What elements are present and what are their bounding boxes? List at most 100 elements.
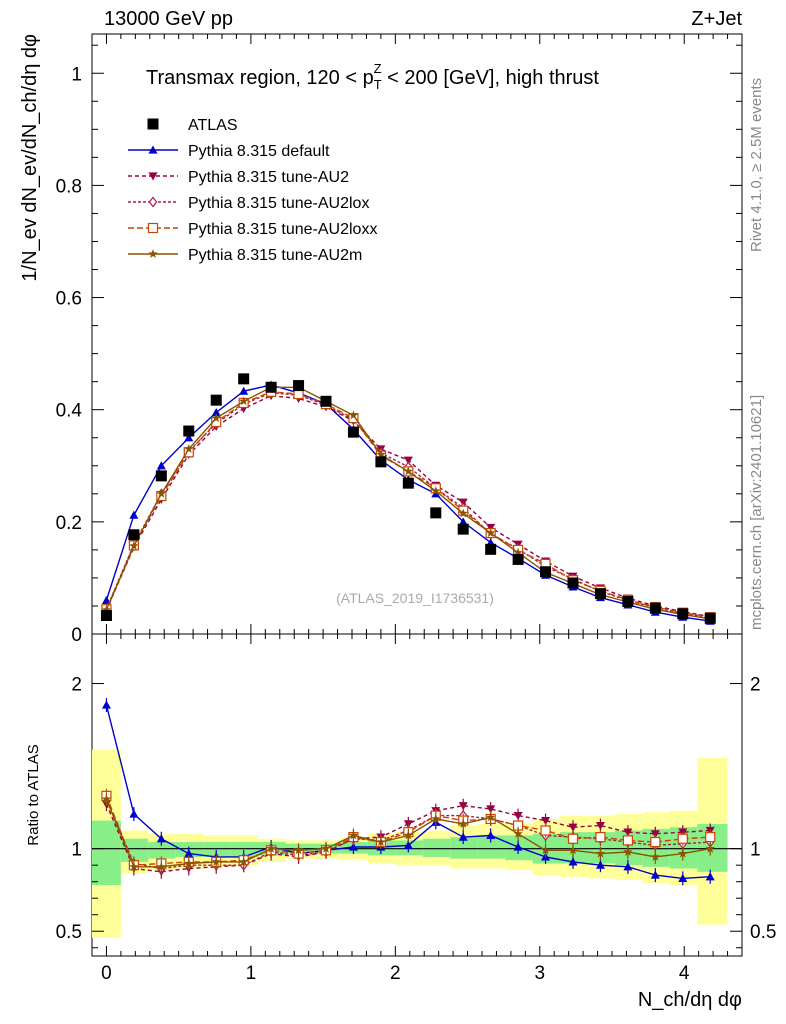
data-point [567, 577, 579, 589]
data-point [238, 373, 250, 385]
chart-title: Transmax region, 120 < pTZ < 200 [GeV], … [146, 61, 599, 92]
x-tick-label: 3 [534, 963, 545, 984]
ratio-point-4 [650, 852, 660, 861]
series-point-4 [458, 508, 468, 518]
series-point-4 [348, 410, 359, 420]
y-axis-label-top: 1/N_ev dN_ev/dN_ch/dη dφ [19, 34, 41, 282]
ratio-point-0 [129, 809, 139, 818]
ratio-point-3 [540, 825, 551, 836]
legend-label: Pythia 8.315 tune-AU2 [188, 169, 349, 186]
x-tick-label: 2 [390, 963, 401, 984]
x-axis-label: N_ch/dη dφ [638, 989, 742, 1011]
ratio-point-4 [568, 845, 578, 855]
ratio-point-0 [705, 872, 715, 881]
legend-marker [147, 118, 159, 130]
ratio-point-4 [623, 847, 633, 856]
data-point [704, 612, 716, 624]
legend: ATLAS Pythia 8.315 default Pythia 8.315 tu… [128, 117, 377, 264]
y-tick-label: 2 [71, 675, 82, 696]
title-sup: Z [374, 61, 382, 76]
series-point-4 [239, 396, 249, 406]
legend-label: Pythia 8.315 tune-AU2lox [188, 195, 369, 212]
legend-marker [147, 222, 159, 234]
data-point [677, 608, 689, 620]
ratio-point-0 [623, 862, 633, 871]
ratio-point-4 [321, 843, 331, 853]
ratio-point-0 [595, 860, 605, 869]
data-point [347, 426, 359, 438]
band-inner [477, 835, 506, 859]
ratio-point-4 [348, 830, 359, 840]
y-axis-label-bottom: Ratio to ATLAS [25, 744, 42, 845]
ratio-point-1 [650, 830, 660, 839]
ratio-point-0 [348, 842, 358, 851]
ratio-point-1 [623, 828, 633, 837]
ratio-point-4 [239, 856, 249, 866]
data-point [375, 456, 387, 468]
legend-label: ATLAS [188, 117, 238, 134]
ratio-point-4 [156, 861, 166, 871]
data-point [649, 602, 661, 614]
ratio-point-4 [293, 845, 304, 855]
legend-marker [148, 172, 158, 181]
x-tick-label: 4 [679, 963, 690, 984]
band-inner [92, 820, 121, 885]
legend-label: Pythia 8.315 tune-AU2m [188, 247, 362, 264]
data-point [128, 529, 140, 541]
series-point-4 [184, 444, 194, 453]
data-point [457, 523, 469, 535]
ratio-point-0 [458, 832, 468, 841]
title-sub: T [374, 77, 382, 92]
ratio-point-4 [513, 828, 523, 838]
y-tick-label: 0.8 [56, 176, 82, 197]
header-right: Z+Jet [691, 8, 742, 30]
ratio-point-3 [705, 832, 716, 843]
ratio-point-4 [458, 818, 468, 828]
series-line-2 [105, 392, 711, 619]
y-tick-label: 1 [71, 64, 82, 85]
y-tick-label-right: 1 [750, 840, 761, 861]
ratio-point-0 [678, 873, 688, 882]
series-point-4 [101, 604, 112, 614]
y-tick-label: 0 [71, 625, 82, 646]
ratio-point-4 [129, 861, 139, 871]
y-tick-label-right: 2 [750, 675, 761, 696]
band-inner [203, 842, 231, 857]
ratio-point-1 [513, 812, 523, 821]
ratio-point-0 [568, 857, 578, 866]
data-point [540, 566, 552, 578]
ratio-point-0 [101, 700, 111, 709]
ratio-point-3 [677, 833, 688, 844]
series-point-0 [184, 433, 194, 442]
ratio-point-4 [211, 856, 221, 866]
series-point-1 [486, 523, 496, 532]
ratio-point-1 [595, 821, 605, 831]
series-point-4 [486, 528, 496, 538]
ratio-point-0 [403, 840, 413, 849]
legend-label: Pythia 8.315 tune-AU2loxx [188, 221, 377, 238]
x-tick-label: 1 [246, 963, 257, 984]
ratio-point-4 [101, 794, 112, 804]
ratio-point-3 [595, 832, 606, 843]
ratio-point-0 [513, 842, 523, 851]
series-point-4 [376, 449, 386, 459]
data-point [320, 395, 332, 407]
band-inner [120, 838, 149, 862]
ratio-point-4 [540, 845, 551, 855]
ratio-point-3 [650, 836, 661, 848]
ratio-point-3 [622, 835, 633, 846]
series-point-4 [211, 413, 221, 423]
ratio-point-4 [403, 830, 413, 840]
series-group [100, 373, 716, 886]
ratio-point-1 [541, 816, 551, 826]
ratio-panel-frame [91, 633, 743, 957]
data-point [210, 394, 222, 406]
band-inner [422, 838, 451, 857]
ratio-line-2 [105, 798, 711, 870]
y-tick-label-right: 0.5 [750, 922, 776, 943]
data-point [100, 609, 112, 621]
ratio-point-4 [705, 843, 715, 853]
ratio-point-0 [486, 830, 496, 840]
y-tick-label: 0.5 [56, 922, 82, 943]
series-line-0 [105, 384, 711, 622]
